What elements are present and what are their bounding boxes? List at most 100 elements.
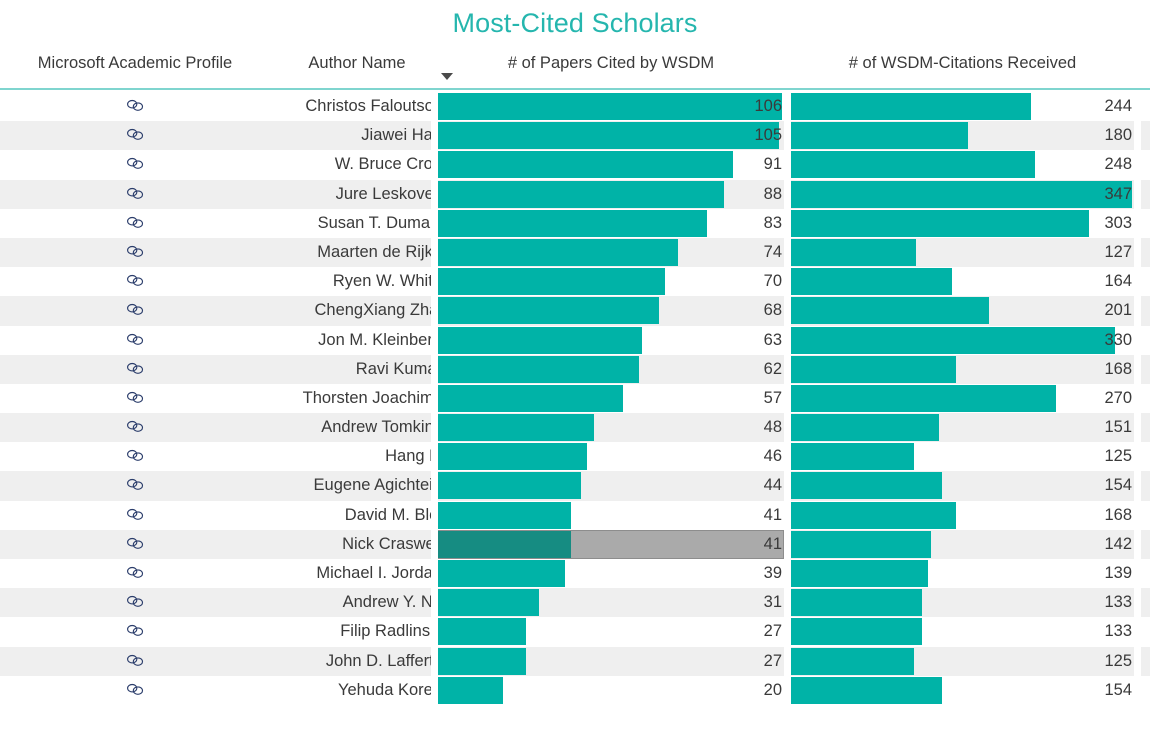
sort-descending-icon[interactable]: [441, 73, 453, 80]
table-row[interactable]: Yehuda Koren 20 154: [0, 675, 1150, 705]
link-icon[interactable]: [126, 449, 145, 467]
link-icon[interactable]: [126, 99, 145, 117]
link-icon[interactable]: [126, 391, 145, 409]
column-header-profile[interactable]: Microsoft Academic Profile: [37, 54, 233, 72]
profile-link-cell[interactable]: [0, 150, 270, 179]
author-name-cell[interactable]: Andrew Y. Ng: [342, 593, 442, 612]
link-icon[interactable]: [126, 683, 145, 701]
table-row[interactable]: Hang Li 46 125: [0, 442, 1150, 472]
citations-received-cell[interactable]: 139: [791, 559, 1134, 588]
papers-cited-cell[interactable]: 44: [438, 471, 784, 500]
table-row[interactable]: Thorsten Joachims 57 270: [0, 383, 1150, 414]
author-name-cell[interactable]: Hang Li: [385, 447, 442, 466]
link-icon[interactable]: [126, 274, 145, 292]
papers-cited-cell[interactable]: 62: [438, 355, 784, 384]
link-icon[interactable]: [126, 624, 145, 642]
table-row[interactable]: Susan T. Dumais 83 303: [0, 208, 1150, 238]
papers-cited-cell[interactable]: 20: [438, 676, 784, 705]
author-name-cell[interactable]: W. Bruce Croft: [334, 155, 442, 174]
author-name-cell[interactable]: Filip Radlinski: [340, 622, 442, 641]
papers-cited-cell[interactable]: 91: [438, 150, 784, 179]
papers-cited-cell[interactable]: 41: [438, 501, 784, 530]
link-icon[interactable]: [126, 187, 145, 205]
profile-link-cell[interactable]: [0, 676, 270, 705]
table-row[interactable]: Filip Radlinski 27 133: [0, 617, 1150, 647]
table-row[interactable]: John D. Lafferty 27 125: [0, 646, 1150, 676]
author-name-cell[interactable]: Susan T. Dumais: [317, 213, 442, 232]
papers-cited-cell[interactable]: 41: [438, 529, 784, 559]
author-name-cell[interactable]: Yehuda Koren: [338, 680, 442, 699]
author-name-cell[interactable]: Thorsten Joachims: [302, 388, 442, 407]
papers-cited-cell[interactable]: 63: [438, 326, 784, 355]
citations-received-cell[interactable]: 133: [791, 588, 1134, 617]
author-name-cell[interactable]: ChengXiang Zhai: [314, 301, 442, 320]
table-row[interactable]: Ryen W. White 70 164: [0, 267, 1150, 297]
profile-link-cell[interactable]: [0, 267, 270, 296]
profile-link-cell[interactable]: [0, 647, 270, 676]
citations-received-cell[interactable]: 270: [791, 384, 1134, 413]
papers-cited-cell[interactable]: 39: [438, 559, 784, 588]
profile-link-cell[interactable]: [0, 92, 270, 121]
papers-cited-cell[interactable]: 88: [438, 180, 784, 209]
author-name-cell[interactable]: John D. Lafferty: [325, 651, 442, 670]
table-row[interactable]: Jure Leskovec 88 347: [0, 179, 1150, 209]
table-row[interactable]: Jiawei Han 105 180: [0, 121, 1150, 151]
table-row[interactable]: David M. Blei 41 168: [0, 500, 1150, 530]
table-row[interactable]: W. Bruce Croft 91 248: [0, 150, 1150, 180]
link-icon[interactable]: [126, 245, 145, 263]
table-row[interactable]: Nick Craswell 41 142: [0, 529, 1150, 559]
papers-cited-cell[interactable]: 74: [438, 238, 784, 267]
papers-cited-cell[interactable]: 70: [438, 267, 784, 296]
author-name-cell[interactable]: Jon M. Kleinberg: [318, 330, 442, 349]
citations-received-cell[interactable]: 168: [791, 501, 1134, 530]
table-row[interactable]: Jon M. Kleinberg 63 330: [0, 325, 1150, 355]
profile-link-cell[interactable]: [0, 413, 270, 442]
citations-received-cell[interactable]: 347: [791, 180, 1134, 209]
citations-received-cell[interactable]: 127: [791, 238, 1134, 267]
papers-cited-cell[interactable]: 46: [438, 442, 784, 471]
link-icon[interactable]: [126, 128, 145, 146]
papers-cited-cell[interactable]: 68: [438, 296, 784, 325]
profile-link-cell[interactable]: [0, 384, 270, 413]
citations-received-cell[interactable]: 180: [791, 121, 1134, 150]
citations-received-cell[interactable]: 125: [791, 442, 1134, 471]
papers-cited-cell[interactable]: 105: [438, 121, 784, 150]
link-icon[interactable]: [126, 157, 145, 175]
papers-cited-cell[interactable]: 83: [438, 209, 784, 238]
citations-received-cell[interactable]: 330: [791, 326, 1134, 355]
profile-link-cell[interactable]: [0, 501, 270, 530]
table-row[interactable]: ChengXiang Zhai 68 201: [0, 296, 1150, 326]
citations-received-cell[interactable]: 244: [791, 92, 1134, 121]
link-icon[interactable]: [126, 566, 145, 584]
papers-cited-cell[interactable]: 48: [438, 413, 784, 442]
table-row[interactable]: Eugene Agichtein 44 154: [0, 471, 1150, 501]
citations-received-cell[interactable]: 201: [791, 296, 1134, 325]
column-header-papers[interactable]: # of Papers Cited by WSDM: [507, 54, 715, 72]
papers-cited-cell[interactable]: 31: [438, 588, 784, 617]
citations-received-cell[interactable]: 164: [791, 267, 1134, 296]
citations-received-cell[interactable]: 248: [791, 150, 1134, 179]
link-icon[interactable]: [126, 420, 145, 438]
profile-link-cell[interactable]: [0, 180, 270, 209]
table-row[interactable]: Andrew Y. Ng 31 133: [0, 588, 1150, 618]
profile-link-cell[interactable]: [0, 209, 270, 238]
table-row[interactable]: Andrew Tomkins 48 151: [0, 413, 1150, 443]
citations-received-cell[interactable]: 154: [791, 471, 1134, 500]
link-icon[interactable]: [126, 654, 145, 672]
citations-received-cell[interactable]: 154: [791, 676, 1134, 705]
citations-received-cell[interactable]: 168: [791, 355, 1134, 384]
profile-link-cell[interactable]: [0, 121, 270, 150]
citations-received-cell[interactable]: 125: [791, 647, 1134, 676]
profile-link-cell[interactable]: [0, 471, 270, 500]
profile-link-cell[interactable]: [0, 238, 270, 267]
citations-received-cell[interactable]: 133: [791, 617, 1134, 646]
profile-link-cell[interactable]: [0, 588, 270, 617]
author-name-cell[interactable]: Ravi Kumar: [355, 359, 442, 378]
author-name-cell[interactable]: Jiawei Han: [361, 126, 442, 145]
profile-link-cell[interactable]: [0, 355, 270, 384]
citations-received-cell[interactable]: 151: [791, 413, 1134, 442]
link-icon[interactable]: [126, 362, 145, 380]
column-header-author[interactable]: Author Name: [308, 54, 406, 72]
table-row[interactable]: Ravi Kumar 62 168: [0, 354, 1150, 384]
author-name-cell[interactable]: Jure Leskovec: [335, 184, 442, 203]
